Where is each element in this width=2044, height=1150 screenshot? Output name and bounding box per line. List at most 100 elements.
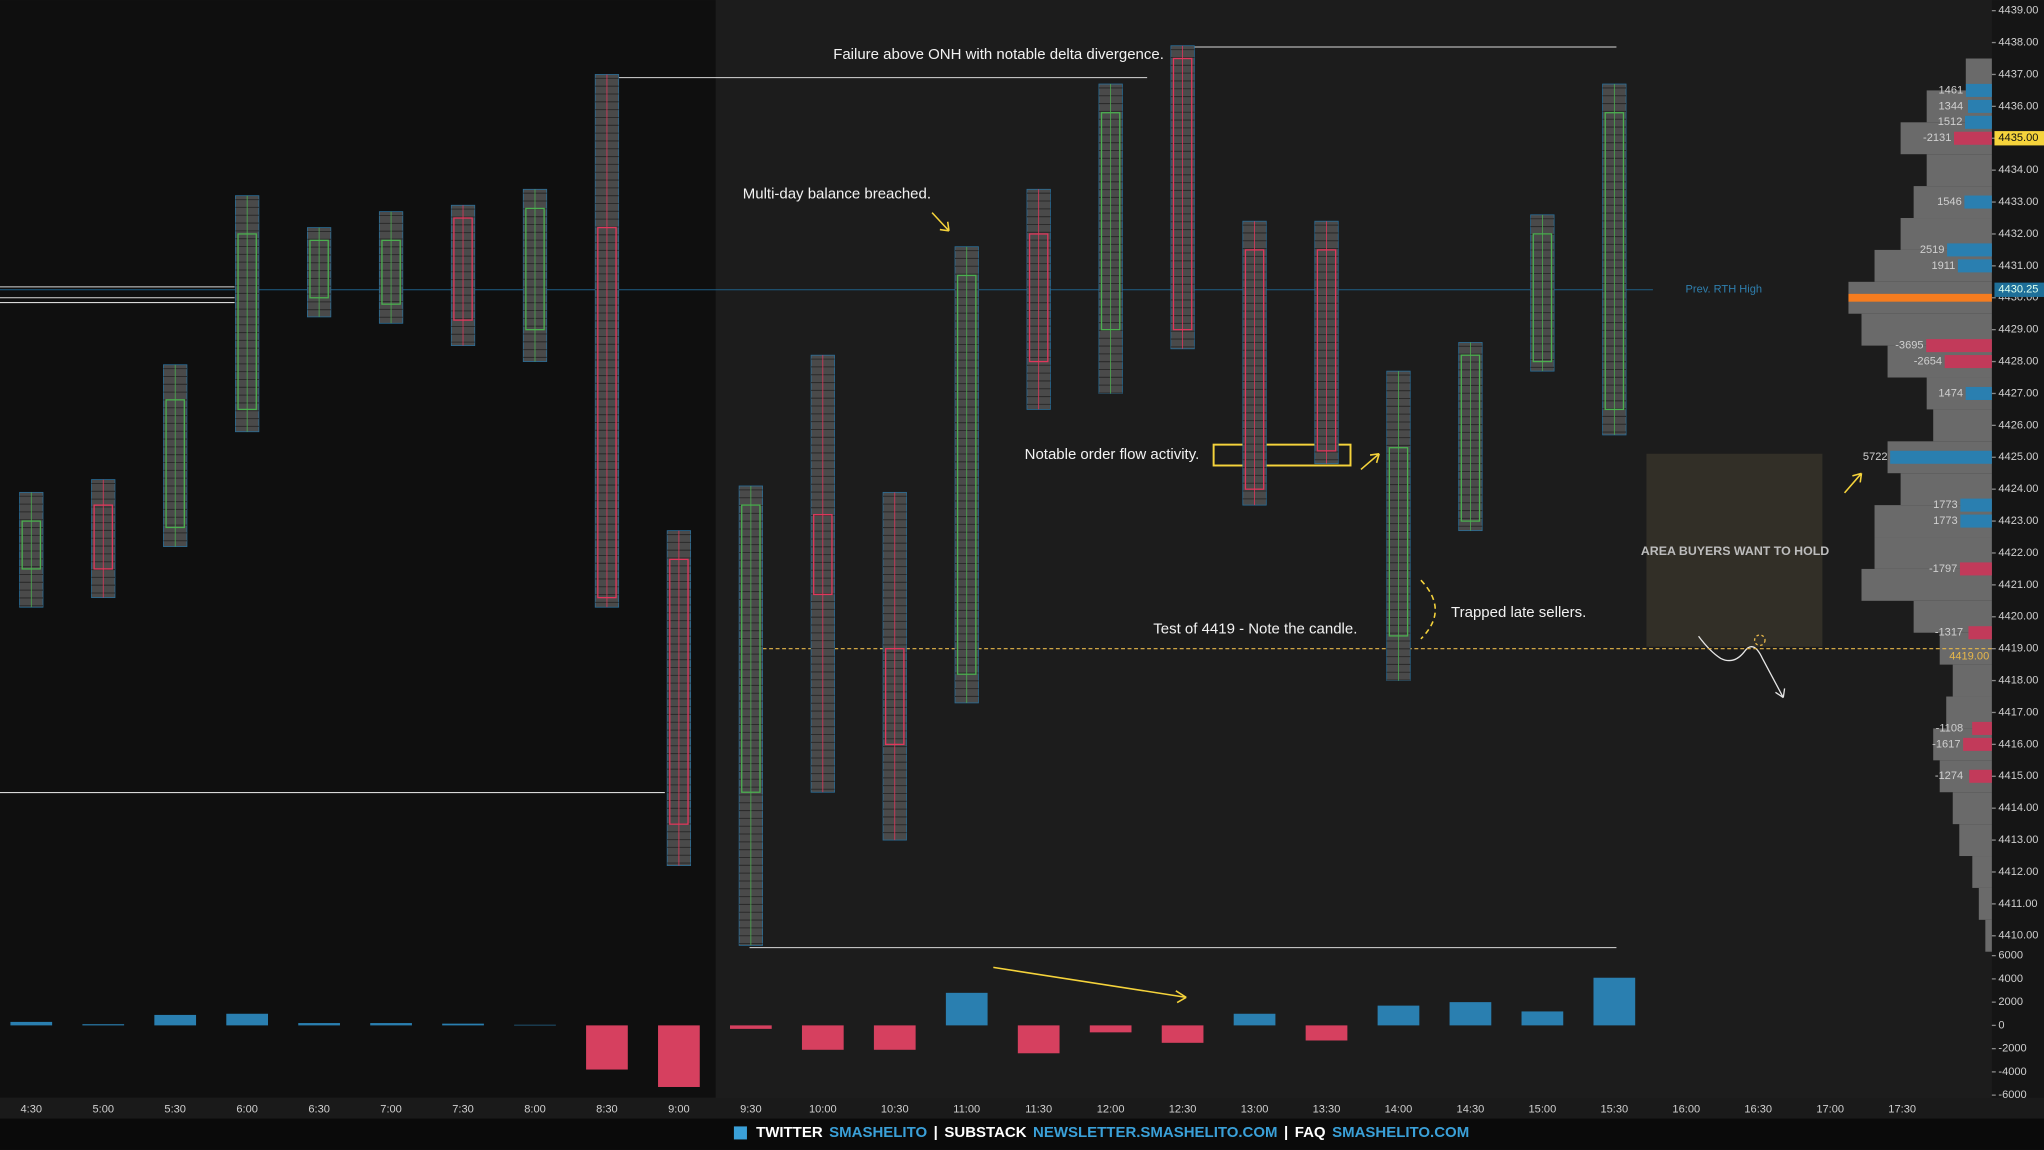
box-label: AREA BUYERS WANT TO HOLD bbox=[1641, 544, 1829, 558]
x-tick-label: 7:00 bbox=[380, 1103, 402, 1115]
x-tick-label: 12:00 bbox=[1097, 1103, 1125, 1115]
x-tick-label: 13:30 bbox=[1313, 1103, 1341, 1115]
profile-delta-bar bbox=[1926, 339, 1992, 353]
profile-delta-bar bbox=[1957, 259, 1992, 273]
level-label: 4419.00 bbox=[1949, 650, 1989, 662]
annotation: Failure above ONH with notable delta div… bbox=[833, 46, 1164, 63]
annotation: Notable order flow activity. bbox=[1025, 446, 1200, 463]
y-tick-label: 4426.00 bbox=[1998, 419, 2038, 431]
price-marker-label: 4435.00 bbox=[1998, 132, 2038, 144]
annotation: Multi-day balance breached. bbox=[743, 185, 931, 202]
bracket bbox=[1420, 579, 1436, 640]
profile-delta-label: -1317 bbox=[1935, 627, 1963, 639]
highlight-box bbox=[1212, 443, 1352, 467]
delta-bar bbox=[154, 1014, 197, 1026]
profile-delta-label: 5722 bbox=[1863, 451, 1888, 463]
x-tick-label: 10:00 bbox=[809, 1103, 837, 1115]
profile-delta-label: 1911 bbox=[1931, 260, 1955, 272]
y-tick-label: 4412.00 bbox=[1998, 866, 2038, 878]
x-tick-label: 12:30 bbox=[1169, 1103, 1197, 1115]
sketch-circle bbox=[1753, 634, 1766, 647]
candle-body bbox=[1316, 249, 1337, 452]
profile-delta-label: -2131 bbox=[1923, 132, 1951, 144]
level-label: Prev. RTH High bbox=[1686, 284, 1763, 296]
candle-body bbox=[956, 274, 977, 675]
hold-area bbox=[1646, 453, 1823, 647]
delta-tick-label: 2000 bbox=[1998, 996, 2023, 1008]
candle-body bbox=[21, 520, 42, 570]
delta-bar bbox=[586, 1025, 628, 1070]
candle-body bbox=[237, 233, 257, 411]
y-tick-label: 4411.00 bbox=[1998, 898, 2037, 910]
delta-bar bbox=[442, 1023, 484, 1026]
candle-body bbox=[1532, 233, 1553, 363]
arrow bbox=[1360, 452, 1380, 471]
x-tick-label: 6:30 bbox=[308, 1103, 330, 1115]
y-tick-label: 4415.00 bbox=[1998, 770, 2038, 782]
delta-tick-label: 4000 bbox=[1998, 973, 2023, 985]
x-tick-label: 14:30 bbox=[1457, 1103, 1485, 1115]
profile-delta-label: 1773 bbox=[1933, 515, 1958, 527]
delta-bar bbox=[801, 1025, 844, 1050]
y-tick-label: 4420.00 bbox=[1998, 611, 2038, 623]
candle-body bbox=[813, 514, 833, 596]
y-tick-label: 4413.00 bbox=[1998, 834, 2038, 846]
x-tick-label: 9:30 bbox=[740, 1103, 762, 1115]
candle-body bbox=[1028, 233, 1049, 363]
profile-bar bbox=[1959, 824, 1992, 857]
profile-bar bbox=[1972, 856, 1992, 888]
delta-bar bbox=[226, 1013, 269, 1026]
candle-body bbox=[669, 558, 689, 825]
y-tick-label: 4424.00 bbox=[1998, 483, 2038, 495]
delta-bar bbox=[658, 1025, 700, 1087]
x-tick-label: 16:00 bbox=[1672, 1103, 1700, 1115]
x-tick-label: 13:00 bbox=[1241, 1103, 1269, 1115]
x-tick-label: 8:30 bbox=[596, 1103, 618, 1115]
x-tick-label: 8:00 bbox=[524, 1103, 546, 1115]
profile-delta-label: -2654 bbox=[1914, 355, 1942, 367]
profile-delta-bar bbox=[1964, 195, 1992, 209]
y-tick-label: 4414.00 bbox=[1998, 802, 2038, 814]
candle-body bbox=[93, 504, 114, 570]
delta-tick-label: -4000 bbox=[1998, 1066, 2026, 1078]
profile-delta-bar bbox=[1965, 83, 1992, 97]
footer-icon bbox=[733, 1126, 747, 1140]
candle-body bbox=[1460, 354, 1481, 522]
candle-body bbox=[1100, 112, 1121, 331]
x-tick-label: 11:30 bbox=[1025, 1103, 1052, 1115]
profile-delta-bar bbox=[1960, 498, 1992, 512]
delta-bar bbox=[1161, 1025, 1204, 1043]
delta-tick-label: 0 bbox=[1998, 1019, 2004, 1031]
delta-bar bbox=[1449, 1002, 1492, 1026]
profile-delta-bar bbox=[1944, 355, 1992, 369]
delta-bar bbox=[945, 992, 988, 1026]
profile-delta-label: 1512 bbox=[1938, 116, 1963, 128]
y-tick-label: 4418.00 bbox=[1998, 674, 2038, 686]
profile-delta-bar bbox=[1972, 721, 1992, 735]
delta-tick-label: -6000 bbox=[1998, 1089, 2026, 1101]
profile-delta-bar bbox=[1953, 131, 1992, 145]
profile-delta-bar bbox=[1967, 99, 1992, 113]
profile-delta-label: -1797 bbox=[1929, 563, 1957, 575]
profile-delta-label: -1617 bbox=[1932, 738, 1960, 750]
y-tick-label: 4421.00 bbox=[1998, 579, 2038, 591]
arrow bbox=[1843, 472, 1863, 494]
price-marker bbox=[1994, 282, 2044, 297]
profile-delta-label: 1474 bbox=[1938, 387, 1963, 399]
y-tick-label: 4437.00 bbox=[1998, 68, 2038, 80]
x-tick-label: 4:30 bbox=[21, 1103, 43, 1115]
candle-body bbox=[1388, 447, 1409, 637]
profile-delta-label: -1108 bbox=[1936, 722, 1964, 734]
plot: 1461 1344 1512 -2131 1546 2519 1911 -3695 -2654 1… bbox=[0, 5, 2044, 1141]
y-tick-label: 4410.00 bbox=[1998, 930, 2038, 942]
delta-bar bbox=[82, 1024, 125, 1026]
candle-body bbox=[453, 217, 473, 321]
footer-item: | bbox=[1284, 1124, 1288, 1141]
footer: TWITTER SMASHELITO | SUBSTACK NEWSLETTER.SMA… bbox=[756, 1124, 1469, 1141]
poc-line bbox=[1848, 293, 1992, 302]
footer-item: SUBSTACK bbox=[944, 1124, 1026, 1141]
candle-body bbox=[309, 239, 329, 299]
profile-bar bbox=[1926, 154, 1992, 187]
x-tick-label: 6:00 bbox=[236, 1103, 258, 1115]
